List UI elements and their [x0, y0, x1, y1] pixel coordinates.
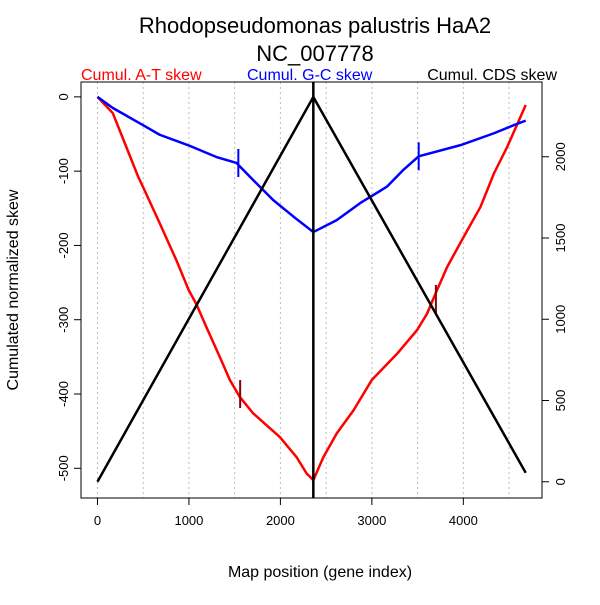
- series-group: [96, 82, 527, 498]
- x-tick-label: 1000: [174, 513, 203, 528]
- y-tick-label: 0: [56, 93, 71, 100]
- series-line-0: [96, 96, 527, 482]
- series-line-1: [96, 95, 527, 234]
- legend-cds-skew: Cumul. CDS skew: [427, 67, 557, 84]
- x-tick-label: 2000: [266, 513, 295, 528]
- plot-frame: [80, 81, 543, 499]
- y2-tick-label: 2000: [553, 142, 568, 171]
- series-line-2: [96, 95, 527, 483]
- y2-tick-label: 500: [553, 390, 568, 412]
- chart-title: Rhodopseudomonas palustris HaA2: [139, 13, 491, 38]
- y-tick-label: -400: [56, 381, 71, 407]
- x-tick-label: 4000: [449, 513, 478, 528]
- y-tick-label: -100: [56, 158, 71, 184]
- y2-tick-label: 0: [553, 478, 568, 485]
- x-axis-label: Map position (gene index): [228, 564, 412, 581]
- y-axis-label: Cumulated normalized skew: [5, 189, 22, 390]
- legend-gc-skew: Cumul. G-C skew: [247, 67, 373, 84]
- y-tick-label: -500: [56, 455, 71, 481]
- y2-tick-label: 1000: [553, 305, 568, 334]
- chart-subtitle: NC_007778: [256, 41, 373, 66]
- y-tick-label: -200: [56, 232, 71, 258]
- legend-at-skew: Cumul. A-T skew: [81, 67, 202, 84]
- y-tick-label: -300: [56, 307, 71, 333]
- grid-lines: [96, 82, 510, 498]
- x-tick-label: 0: [94, 513, 101, 528]
- axes-group: 0 1000 2000 3000 4000 0 -100 -200 -300 -400 -500 0 5…: [56, 93, 568, 528]
- x-tick-label: 3000: [357, 513, 386, 528]
- y2-tick-label: 1500: [553, 224, 568, 253]
